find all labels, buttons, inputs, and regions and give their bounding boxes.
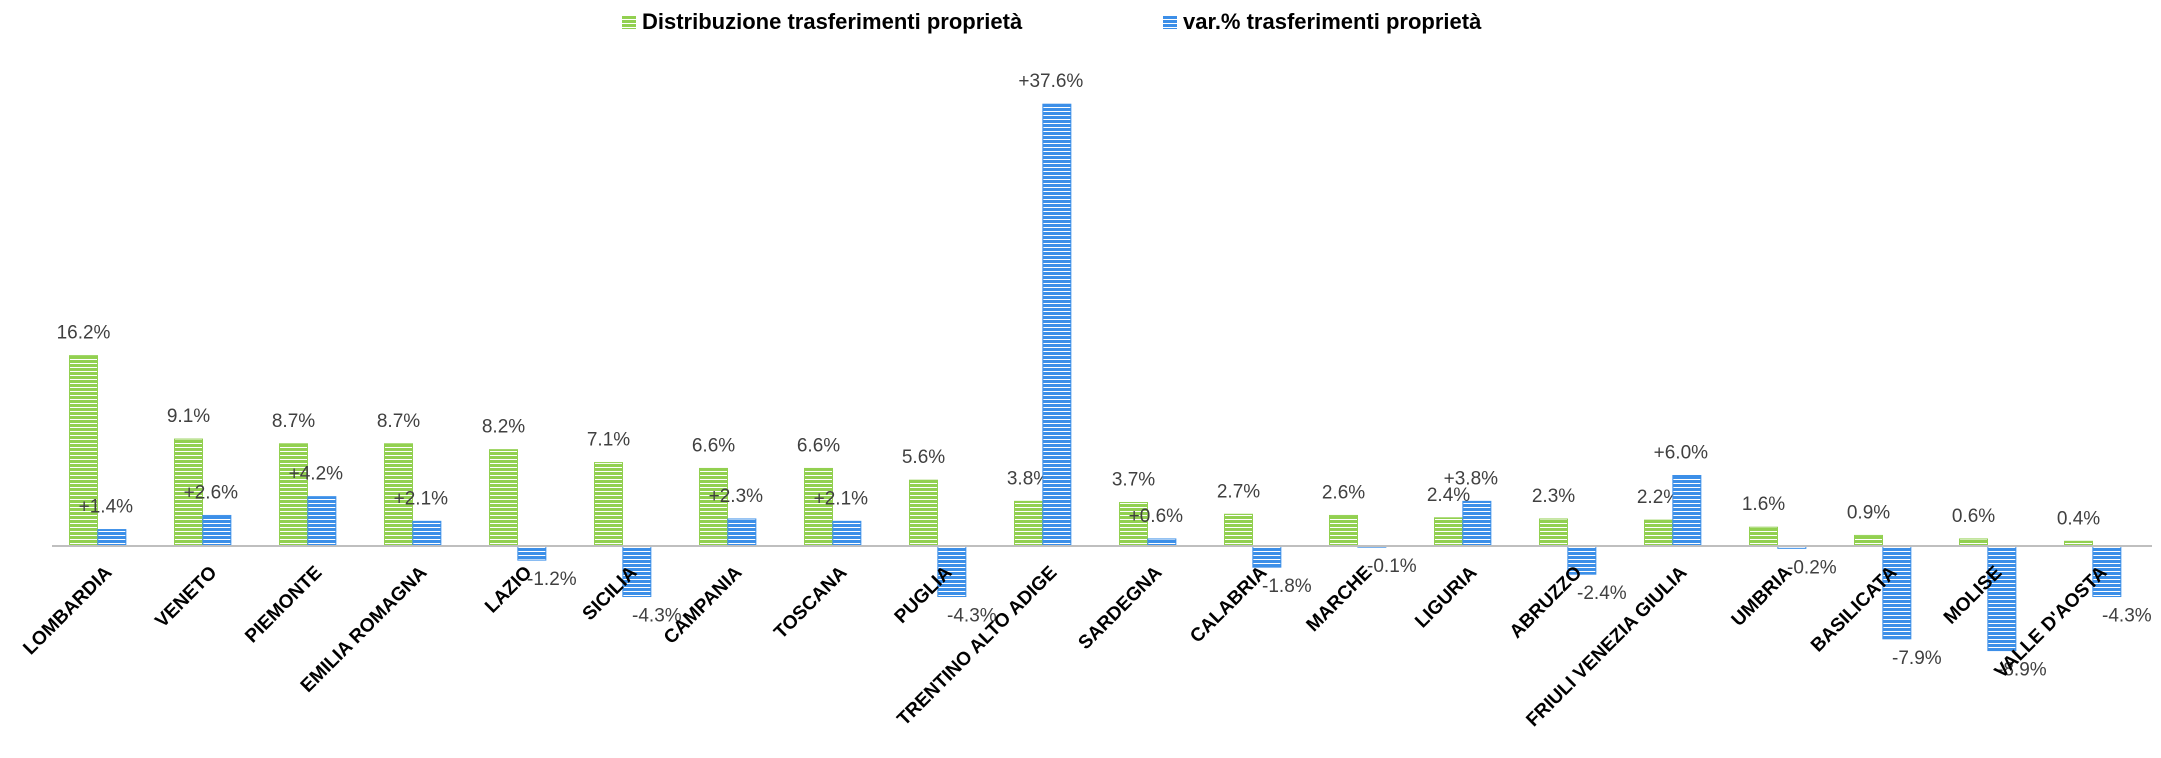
bar [1329, 514, 1358, 547]
bar [832, 520, 862, 547]
bar [1462, 500, 1492, 547]
bar [937, 545, 967, 598]
data-label: 9.1% [167, 406, 210, 427]
data-label: 2.2% [1637, 487, 1680, 508]
bar [1119, 502, 1148, 547]
bar [1147, 538, 1177, 547]
bar [202, 514, 232, 547]
bar [307, 496, 337, 547]
data-label: -4.3% [632, 606, 682, 627]
data-label: +0.6% [1129, 506, 1184, 527]
data-label: +37.6% [1018, 71, 1083, 92]
x-tick-label: UMBRIA [1728, 562, 1797, 631]
bar [1434, 517, 1463, 547]
bar [804, 467, 833, 547]
data-label: +6.0% [1654, 443, 1709, 464]
data-label: -4.3% [2102, 606, 2152, 627]
bar [412, 520, 442, 547]
bar [1854, 534, 1883, 547]
bar [1567, 545, 1597, 575]
data-label: 8.2% [482, 417, 525, 438]
bar [174, 438, 203, 547]
bar [909, 479, 938, 547]
data-label: -4.3% [947, 606, 997, 627]
legend-label: Distribuzione trasferimenti proprietà [642, 9, 1023, 34]
data-label: -0.2% [1787, 557, 1837, 578]
data-label: +1.4% [79, 497, 134, 518]
bar [699, 467, 728, 547]
data-label: 1.6% [1742, 494, 1785, 515]
data-label: +2.1% [394, 488, 449, 509]
bar [69, 355, 98, 547]
x-tick-label: CALABRIA [1186, 562, 1271, 647]
data-label: 16.2% [57, 323, 111, 344]
data-label: +2.1% [814, 488, 869, 509]
bar [517, 545, 547, 561]
data-label: 7.1% [587, 430, 630, 451]
data-label: 2.3% [1532, 486, 1575, 507]
data-label: 6.6% [692, 435, 735, 456]
data-label: 3.8% [1007, 468, 1050, 489]
bar [1644, 519, 1673, 547]
x-tick-label: LIGURIA [1411, 562, 1481, 632]
bar [1987, 545, 2017, 652]
bar [1042, 103, 1072, 547]
data-label: 0.6% [1952, 506, 1995, 527]
bar [594, 462, 623, 547]
bar [279, 443, 308, 547]
data-label: +3.8% [1444, 468, 1499, 489]
x-tick-label: TOSCANA [770, 562, 851, 643]
data-label: 8.7% [272, 411, 315, 432]
data-label: 8.7% [377, 411, 420, 432]
data-label: 2.7% [1217, 481, 1260, 502]
x-tick-label: SARDEGNA [1075, 562, 1167, 654]
data-label: 6.6% [797, 435, 840, 456]
data-label: 5.6% [902, 447, 945, 468]
data-label: 0.9% [1847, 502, 1890, 523]
bar [97, 529, 127, 547]
bar [1882, 545, 1912, 640]
data-label: 0.4% [2057, 508, 2100, 529]
bar [727, 518, 757, 547]
data-label: 2.4% [1427, 485, 1470, 506]
x-tick-label: MARCHE [1303, 562, 1377, 636]
bar [1224, 513, 1253, 547]
bar [1672, 475, 1702, 547]
bar [1014, 500, 1043, 547]
data-label: 2.6% [1322, 482, 1365, 503]
data-label: -8.9% [1997, 660, 2047, 681]
x-tick-label: VENETO [151, 562, 221, 632]
legend-swatch [1163, 15, 1177, 29]
x-tick-label: LOMBARDIA [19, 562, 116, 659]
bar [1749, 526, 1778, 547]
data-label: +2.3% [709, 486, 764, 507]
legend-label: var.% trasferimenti proprietà [1183, 9, 1482, 34]
data-label: 3.7% [1112, 470, 1155, 491]
data-label: +2.6% [184, 482, 239, 503]
data-label: -2.4% [1577, 583, 1627, 604]
data-label: +4.2% [289, 464, 344, 485]
bar [1959, 538, 1988, 547]
x-tick-label: ABRUZZO [1506, 562, 1587, 643]
data-label: -1.2% [527, 569, 577, 590]
x-tick-label: PIEMONTE [241, 562, 326, 647]
legend-swatch [622, 15, 636, 29]
data-label: -1.8% [1262, 576, 1312, 597]
bar [489, 449, 518, 547]
data-label: -7.9% [1892, 648, 1942, 669]
bar [1539, 518, 1568, 547]
data-label: -0.1% [1367, 556, 1417, 577]
